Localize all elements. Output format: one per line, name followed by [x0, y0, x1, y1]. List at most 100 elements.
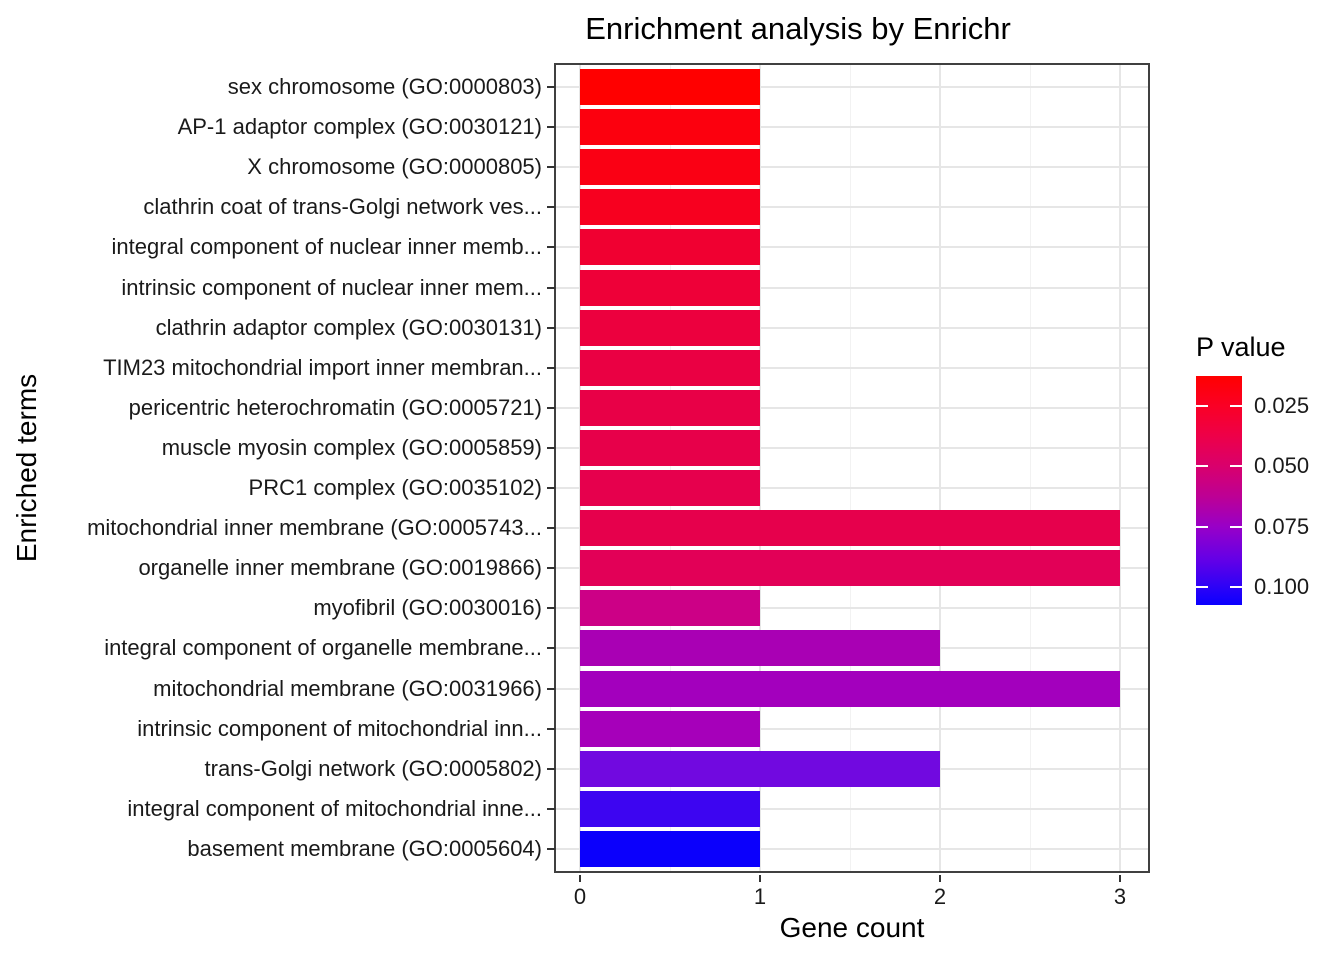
legend-tick-mark [1230, 585, 1242, 588]
y-axis-tick-label: mitochondrial inner membrane (GO:0005743… [87, 515, 542, 541]
gridline-major [579, 65, 581, 871]
axis-tick [547, 487, 555, 490]
bar [580, 470, 760, 507]
bar [580, 710, 760, 747]
axis-tick [547, 647, 555, 650]
bar [580, 750, 940, 787]
axis-tick [547, 126, 555, 129]
x-axis-tick-label: 0 [573, 884, 587, 909]
y-axis-tick-label: pericentric heterochromatin (GO:0005721) [128, 394, 542, 420]
bar [580, 550, 1120, 587]
x-axis-tick-label: 3 [1113, 884, 1127, 909]
gridline-major [556, 406, 1148, 409]
bar [580, 189, 760, 226]
y-axis-tick-label: TIM23 mitochondrial import inner membran… [103, 354, 542, 380]
axis-tick [547, 406, 555, 409]
x-axis-title: Gene count [779, 912, 925, 943]
legend-tick-mark [1230, 465, 1242, 468]
bar [580, 670, 1120, 707]
gridline-major [556, 446, 1148, 449]
legend-tick-mark [1196, 585, 1208, 588]
axis-tick [547, 86, 555, 89]
y-axis-tick-label: trans-Golgi network (GO:0005802) [204, 755, 543, 781]
axis-tick [759, 875, 761, 882]
bar [580, 269, 760, 306]
gridline-major [556, 126, 1148, 129]
legend-title: P value [1196, 332, 1286, 362]
gridline-major [556, 166, 1148, 169]
axis-tick [939, 875, 941, 882]
gridline-major [1119, 65, 1121, 871]
gridline-major [939, 65, 941, 871]
legend-tick-mark [1230, 405, 1242, 408]
gridline-major [556, 286, 1148, 289]
bar [580, 510, 1120, 547]
y-axis-tick-label: AP-1 adaptor complex (GO:0030121) [177, 114, 542, 140]
gridline-minor [850, 65, 851, 871]
y-axis-title: Enriched terms [11, 373, 42, 563]
y-axis-tick-label: mitochondrial membrane (GO:0031966) [153, 675, 542, 701]
axis-tick [547, 206, 555, 209]
bar [580, 309, 760, 346]
axis-tick [1119, 875, 1121, 882]
bar [580, 229, 760, 266]
y-axis-tick-label: basement membrane (GO:0005604) [187, 835, 542, 861]
y-axis-tick-label: integral component of organelle membrane… [104, 635, 542, 661]
axis-tick [547, 326, 555, 329]
legend-tick-mark [1196, 405, 1208, 408]
y-axis-tick-label: intrinsic component of nuclear inner mem… [121, 274, 542, 300]
bar [580, 349, 760, 386]
legend-tick-label: 0.025 [1254, 393, 1310, 419]
bar [580, 830, 760, 867]
axis-tick [547, 527, 555, 530]
gridline-major [556, 326, 1148, 329]
y-axis-tick-label: sex chromosome (GO:0000803) [227, 74, 542, 100]
legend-gradient-bar [1196, 376, 1242, 605]
axis-tick [579, 875, 581, 882]
gridline-major [759, 65, 761, 871]
legend-tick-label: 0.100 [1254, 573, 1310, 599]
axis-tick [547, 607, 555, 610]
gridline-major [556, 807, 1148, 810]
axis-tick [547, 366, 555, 369]
axis-tick [547, 727, 555, 730]
gridline-major [556, 206, 1148, 209]
y-axis-tick-label: intrinsic component of mitochondrial inn… [137, 715, 542, 741]
y-axis-tick-label: organelle inner membrane (GO:0019866) [138, 555, 542, 581]
y-axis-tick-label: integral component of mitochondrial inne… [127, 795, 542, 821]
axis-tick [547, 847, 555, 850]
axis-tick [547, 767, 555, 770]
bar [580, 590, 760, 627]
axis-tick [547, 246, 555, 249]
gridline-major [556, 607, 1148, 610]
gridline-major [556, 86, 1148, 89]
gridline-minor [670, 65, 671, 871]
gridline-minor [1030, 65, 1031, 871]
bar [580, 69, 760, 106]
plot-panel [554, 63, 1150, 873]
gridline-major [556, 366, 1148, 369]
plot-title: Enrichment analysis by Enrichr [585, 11, 1011, 46]
y-axis-tick-label: muscle myosin complex (GO:0005859) [161, 434, 542, 460]
x-axis-tick-label: 2 [933, 884, 947, 909]
axis-tick [547, 687, 555, 690]
axis-tick [547, 446, 555, 449]
axis-tick [547, 286, 555, 289]
axis-tick [547, 567, 555, 570]
bar [580, 790, 760, 827]
gridline-major [556, 847, 1148, 850]
legend-tick-label: 0.075 [1254, 513, 1310, 539]
legend-tick-mark [1196, 465, 1208, 468]
legend-tick-mark [1196, 525, 1208, 528]
gridline-major [556, 246, 1148, 249]
legend-tick-mark [1230, 525, 1242, 528]
bar [580, 109, 760, 146]
gridline-major [556, 727, 1148, 730]
legend-tick-label: 0.050 [1254, 453, 1310, 479]
bar [580, 630, 940, 667]
bar [580, 389, 760, 426]
y-axis-tick-label: integral component of nuclear inner memb… [111, 234, 542, 260]
axis-tick [547, 807, 555, 810]
y-axis-tick-label: myofibril (GO:0030016) [313, 595, 542, 621]
